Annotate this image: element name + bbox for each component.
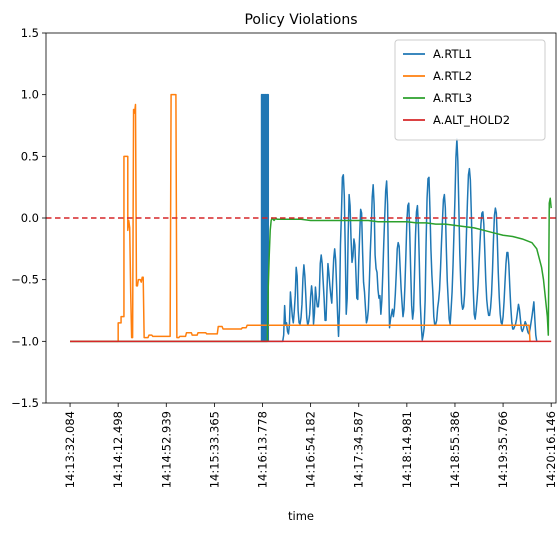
x-axis: 14:13:32.084 14:14:12.498 14:14:52.939 14:1…	[63, 403, 558, 488]
legend-entry: A.RTL3	[433, 91, 472, 105]
chart-title: Policy Violations	[244, 12, 357, 28]
plot-area	[46, 93, 556, 343]
y-tick-label: −0.5	[11, 273, 39, 287]
legend-entry: A.RTL2	[433, 69, 472, 83]
series-line-a-rtl3	[70, 197, 552, 343]
x-axis-label: time	[288, 509, 314, 523]
x-tick-label: 14:19:35.766	[496, 411, 510, 488]
legend-entry: A.RTL1	[433, 47, 472, 61]
y-tick-label: −1.5	[11, 396, 39, 410]
x-tick-label: 14:17:34.587	[352, 411, 366, 488]
series-line-a-rtl1	[70, 93, 538, 343]
x-tick-label: 14:16:54.182	[304, 411, 318, 488]
x-tick-label: 14:16:13.778	[256, 411, 270, 488]
legend-entry: A.ALT_HOLD2	[433, 113, 510, 127]
x-tick-label: 14:13:32.084	[63, 411, 77, 488]
x-tick-label: 14:18:14.981	[400, 411, 414, 488]
legend-box	[394, 39, 546, 141]
y-tick-label: 0.5	[21, 149, 39, 163]
legend[interactable]: A.RTL1 A.RTL2 A.RTL3 A.ALT_HOLD2	[394, 39, 546, 141]
x-tick-label: 14:14:52.939	[159, 411, 173, 488]
y-tick-label: 1.5	[21, 26, 39, 40]
y-tick-label: 0.0	[21, 211, 39, 225]
x-tick-label: 14:20:16.146	[544, 411, 558, 488]
x-tick-label: 14:14:12.498	[111, 411, 125, 488]
y-tick-label: 1.0	[21, 88, 39, 102]
x-tick-label: 14:18:55.386	[448, 411, 462, 488]
series-line-a-rtl2	[70, 93, 531, 343]
x-tick-label: 14:15:33.365	[207, 411, 221, 488]
plot-frame	[45, 32, 557, 404]
y-axis: −1.5 −1.0 −0.5 0.0 0.5 1.0 1.5	[11, 26, 46, 410]
y-tick-label: −1.0	[11, 334, 39, 348]
